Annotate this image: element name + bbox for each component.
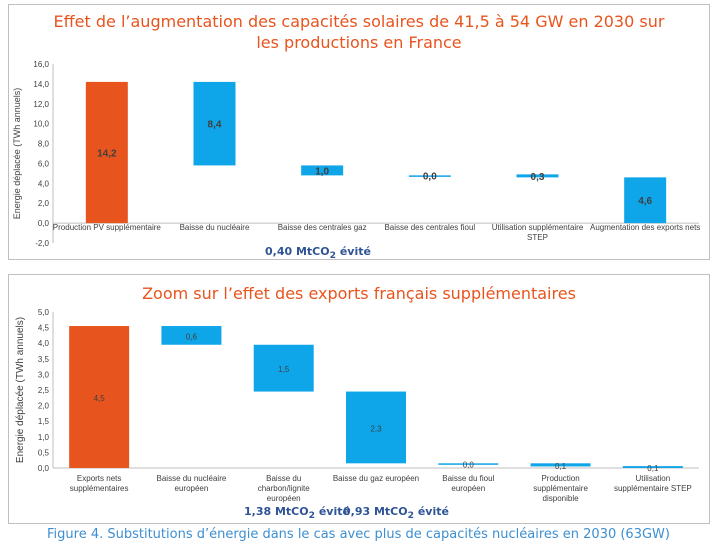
x-category-label: supplémentaires — [70, 484, 129, 493]
y-tick-label: 6,0 — [38, 159, 50, 168]
bar-data-label: 1,0 — [315, 166, 329, 177]
chart-panel-exports: Zoom sur l’effet des exports français su… — [8, 274, 710, 524]
x-category-label: Baisse du fioul — [442, 474, 494, 483]
bar-data-label: 0,1 — [555, 462, 567, 471]
co2-note-text: 1,38 MtCO — [244, 505, 309, 518]
bar-data-label: 8,4 — [208, 120, 222, 131]
y-axis-title: Energie déplacée (TWh annuels) — [15, 317, 26, 463]
waterfall-bar — [438, 463, 499, 465]
chart-panel-solar: Effet de l’augmentation des capacités so… — [8, 4, 710, 261]
x-category-label: disponible — [543, 494, 580, 503]
bar-data-label: 0,6 — [186, 332, 198, 341]
x-category-label: Baisse des centrales fioul — [384, 223, 475, 232]
waterfall-chart-exports: 0,0 0,5 1,0 1,5 2,0 2,5 3,0 3,5 4,0 4,5 5,0 Energie… — [15, 308, 699, 503]
chart-title-line-1: Effet de l’augmentation des capacités so… — [53, 12, 665, 31]
co2-avoided-note-gas: 0,93 MtCO2 évité — [343, 505, 449, 521]
y-tick-label: -2,0 — [35, 239, 49, 248]
x-category-label: européen — [451, 484, 485, 493]
bar-data-label: 0,1 — [647, 464, 659, 473]
co2-avoided-note: 0,40 MtCO2 évité — [265, 245, 371, 261]
y-tick-label: 12,0 — [33, 100, 49, 109]
y-tick-label: 1,0 — [38, 433, 50, 442]
x-category-label: Production — [541, 474, 579, 483]
figure-caption: Figure 4. Substitutions d’énergie dans l… — [47, 527, 670, 542]
x-category-label: européen — [175, 484, 209, 493]
x-category-label: Baisse du nucléaire — [180, 223, 250, 232]
waterfall-bar — [622, 466, 683, 468]
x-category-label: Baisse du gaz européen — [333, 474, 419, 483]
co2-note-subscript: 2 — [329, 250, 336, 262]
bar-data-label: 4,6 — [638, 196, 652, 207]
chart-title: Zoom sur l’effet des exports français su… — [9, 283, 709, 304]
x-category-label: charbon/lignite — [258, 484, 311, 493]
chart-title-line-2: les productions en France — [256, 33, 462, 52]
y-tick-label: 14,0 — [33, 80, 49, 89]
x-category-label: Exports nets — [77, 474, 121, 483]
co2-note-subscript: 2 — [407, 510, 414, 522]
y-tick-label: 2,0 — [38, 199, 50, 208]
y-tick-label: 5,0 — [38, 308, 50, 317]
waterfall-bar — [624, 177, 667, 224]
x-category-label: Baisse du nucléaire — [157, 474, 227, 483]
y-tick-label: 2,5 — [38, 386, 50, 395]
x-category-label: Utilisation supplémentaire — [492, 223, 584, 232]
x-category-label: Production PV supplémentaire — [53, 223, 162, 232]
x-category-label: Baisse des centrales gaz — [278, 223, 367, 232]
co2-note-subscript: 2 — [308, 510, 315, 522]
co2-note-suffix: évité — [335, 245, 371, 258]
y-tick-label: 0,0 — [38, 219, 50, 228]
y-tick-label: 8,0 — [38, 140, 50, 149]
y-tick-label: 10,0 — [33, 120, 49, 129]
y-tick-label: 3,0 — [38, 370, 50, 379]
y-tick-label: 0,0 — [38, 464, 50, 473]
y-tick-label: 0,5 — [38, 448, 50, 457]
co2-note-suffix: évité — [314, 505, 350, 518]
x-category-label: Utilisation — [636, 474, 671, 483]
waterfall-bar — [193, 81, 236, 166]
waterfall-chart-solar: -2,0 0,0 2,0 4,0 6,0 8,0 10,0 12,0 14,0 16,0 Energ… — [12, 60, 700, 248]
x-category-label: STEP — [527, 233, 548, 242]
waterfall-bar — [408, 175, 451, 177]
co2-note-text: 0,93 MtCO — [343, 505, 408, 518]
waterfall-bar — [69, 326, 130, 468]
x-category-label: Augmentation des exports nets — [590, 223, 700, 232]
x-category-label: européen — [267, 494, 301, 503]
y-tick-label: 2,0 — [38, 402, 50, 411]
co2-avoided-note-coal: 1,38 MtCO2 évité — [244, 505, 350, 521]
waterfall-bar — [530, 463, 591, 467]
bar-data-label: 0,3 — [531, 172, 545, 183]
co2-note-suffix: évité — [413, 505, 449, 518]
waterfall-bar — [161, 326, 222, 345]
bar-data-label: 0,0 — [463, 460, 475, 469]
y-tick-label: 1,5 — [38, 417, 50, 426]
x-category-label: supplémentaire STEP — [614, 484, 692, 493]
y-tick-label: 16,0 — [33, 60, 49, 69]
y-tick-label: 4,5 — [38, 324, 50, 333]
bar-data-label: 1,5 — [278, 365, 290, 374]
bar-data-label: 2,3 — [370, 424, 382, 433]
y-tick-label: 4,0 — [38, 339, 50, 348]
x-category-label: supplémentaire — [533, 484, 588, 493]
bar-data-label: 0,0 — [423, 171, 437, 182]
waterfall-bar — [253, 344, 314, 392]
x-category-label: Baisse du — [266, 474, 301, 483]
waterfall-bar — [301, 165, 344, 176]
chart-title: Effet de l’augmentation des capacités so… — [9, 11, 709, 53]
waterfall-bar — [516, 174, 559, 178]
waterfall-bar — [85, 81, 128, 224]
waterfall-bar — [346, 391, 406, 464]
y-tick-label: 3,5 — [38, 355, 50, 364]
bar-data-label: 14,2 — [97, 149, 117, 160]
co2-note-text: 0,40 MtCO — [265, 245, 330, 258]
y-tick-label: 4,0 — [38, 179, 50, 188]
bar-data-label: 4,5 — [94, 394, 106, 403]
y-axis-title: Energie déplacée (TWh annuels) — [12, 88, 22, 220]
chart-title-line-1: Zoom sur l’effet des exports français su… — [142, 284, 576, 303]
